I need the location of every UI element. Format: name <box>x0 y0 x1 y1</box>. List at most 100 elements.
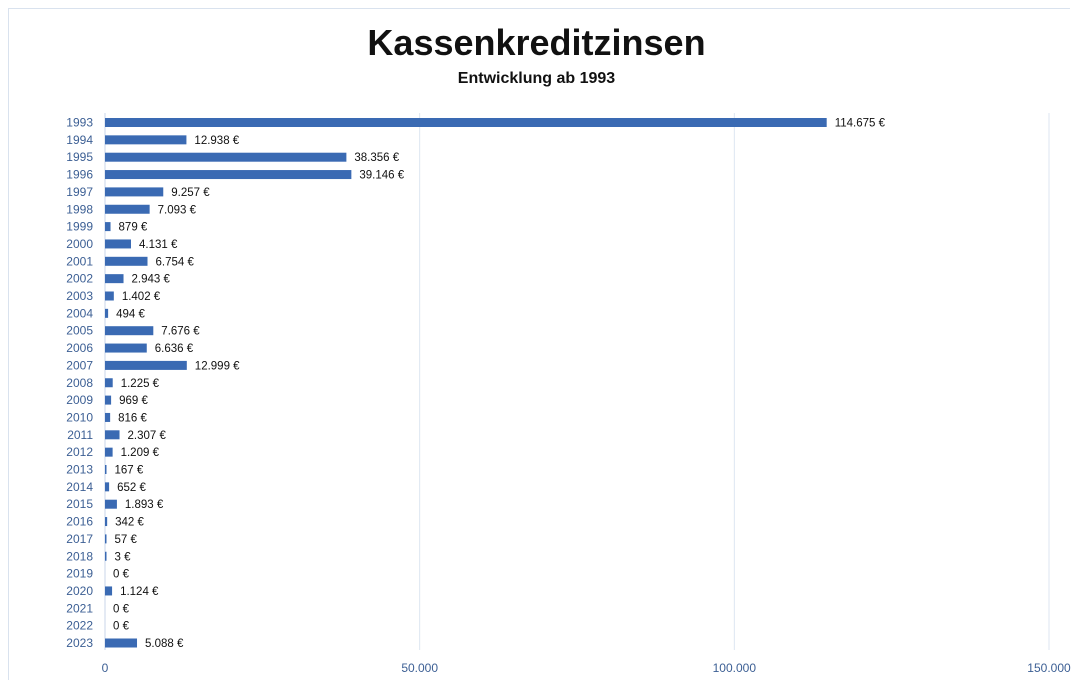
category-label: 2019 <box>66 567 93 581</box>
data-label: 2.943 € <box>132 274 171 286</box>
data-label: 5.088 € <box>145 638 184 650</box>
bar <box>105 274 124 284</box>
category-label: 2010 <box>66 410 93 424</box>
chart-frame <box>8 8 1070 680</box>
bar <box>105 343 147 353</box>
data-label: 1.225 € <box>121 378 160 390</box>
bar <box>105 447 113 457</box>
bar <box>105 291 114 301</box>
bar <box>105 430 120 440</box>
value-labels: 114.675 € 12.938 € 38.356 € 39.146 € 9.257 €… <box>113 118 886 651</box>
bar <box>105 482 110 492</box>
data-label: 494 € <box>116 308 145 320</box>
bar <box>105 256 148 266</box>
category-label: 1996 <box>66 168 93 182</box>
category-label: 1997 <box>66 185 93 199</box>
category-label: 2003 <box>66 289 93 303</box>
x-tick-label: 50.000 <box>401 661 438 675</box>
bar <box>105 152 347 162</box>
data-label: 2.307 € <box>128 430 167 442</box>
category-label: 2014 <box>66 480 93 494</box>
category-label: 2015 <box>66 497 93 511</box>
data-label: 879 € <box>119 222 148 234</box>
data-label: 7.093 € <box>158 204 197 216</box>
category-label: 2000 <box>66 237 93 251</box>
data-label: 39.146 € <box>359 170 404 182</box>
data-label: 1.209 € <box>121 447 160 459</box>
category-label: 2005 <box>66 324 93 338</box>
category-label: 2011 <box>67 428 93 442</box>
data-label: 12.999 € <box>195 360 240 372</box>
data-label: 6.754 € <box>156 256 195 268</box>
data-label: 1.402 € <box>122 291 161 303</box>
bar <box>105 326 154 336</box>
category-label: 2018 <box>66 549 93 563</box>
gridlines <box>104 113 1050 650</box>
category-label: 2009 <box>66 393 93 407</box>
bar <box>105 378 113 388</box>
data-label: 7.676 € <box>161 326 200 338</box>
bar <box>105 204 150 214</box>
bar <box>105 499 117 509</box>
bar <box>105 638 138 648</box>
data-label: 0 € <box>113 621 130 633</box>
bar <box>105 308 109 318</box>
x-tick-label: 100.000 <box>713 661 757 675</box>
data-label: 342 € <box>115 517 144 529</box>
x-tick-label: 150.000 <box>1027 661 1071 675</box>
category-label: 2004 <box>66 306 93 320</box>
data-label: 167 € <box>115 465 144 477</box>
x-tick-labels: 0 50.000 100.000 150.000 <box>102 661 1071 675</box>
category-label: 1998 <box>66 202 93 216</box>
data-label: 0 € <box>113 569 130 581</box>
bar <box>105 239 131 249</box>
category-label: 2012 <box>66 445 93 459</box>
data-label: 57 € <box>115 534 138 546</box>
category-label: 1999 <box>66 220 93 234</box>
data-label: 816 € <box>118 412 147 424</box>
bar <box>105 534 107 544</box>
category-label: 2020 <box>66 584 93 598</box>
category-label: 2022 <box>66 619 93 633</box>
data-label: 6.636 € <box>155 343 194 355</box>
category-label: 1994 <box>66 133 93 147</box>
category-label: 2002 <box>66 272 93 286</box>
data-label: 1.124 € <box>120 586 159 598</box>
data-label: 4.131 € <box>139 239 178 251</box>
bar <box>105 118 827 127</box>
data-label: 3 € <box>115 551 132 563</box>
data-label: 1.893 € <box>125 499 164 511</box>
category-label: 2008 <box>66 376 93 390</box>
bar <box>105 517 108 527</box>
data-label: 12.938 € <box>194 135 239 147</box>
category-label: 2013 <box>66 463 93 477</box>
bar <box>105 170 352 180</box>
data-label: 652 € <box>117 482 146 494</box>
category-label: 2021 <box>66 601 93 615</box>
bars <box>105 118 827 648</box>
category-label: 2016 <box>66 515 93 529</box>
category-label: 1995 <box>66 150 93 164</box>
bar <box>105 360 187 370</box>
bar <box>105 465 107 474</box>
category-label: 2023 <box>66 636 93 650</box>
category-label: 1993 <box>66 116 93 130</box>
chart-title: Kassenkreditzinsen <box>367 22 706 63</box>
category-label: 2006 <box>66 341 93 355</box>
category-label: 2007 <box>66 358 93 372</box>
x-tick-label: 0 <box>102 661 109 675</box>
bar <box>105 395 112 405</box>
data-label: 969 € <box>119 395 148 407</box>
bar <box>105 586 113 596</box>
category-label: 2017 <box>66 532 93 546</box>
data-label: 38.356 € <box>354 152 399 164</box>
category-labels: 1993 1994 1995 1996 1997 1998 1999 2000 2001 2002… <box>66 116 93 651</box>
bar <box>105 551 107 561</box>
data-label: 114.675 € <box>835 118 886 130</box>
bar <box>105 222 111 232</box>
bar <box>105 412 111 422</box>
category-label: 2001 <box>66 254 93 268</box>
chart-subtitle: Entwicklung ab 1993 <box>457 70 616 87</box>
data-label: 0 € <box>113 603 130 615</box>
